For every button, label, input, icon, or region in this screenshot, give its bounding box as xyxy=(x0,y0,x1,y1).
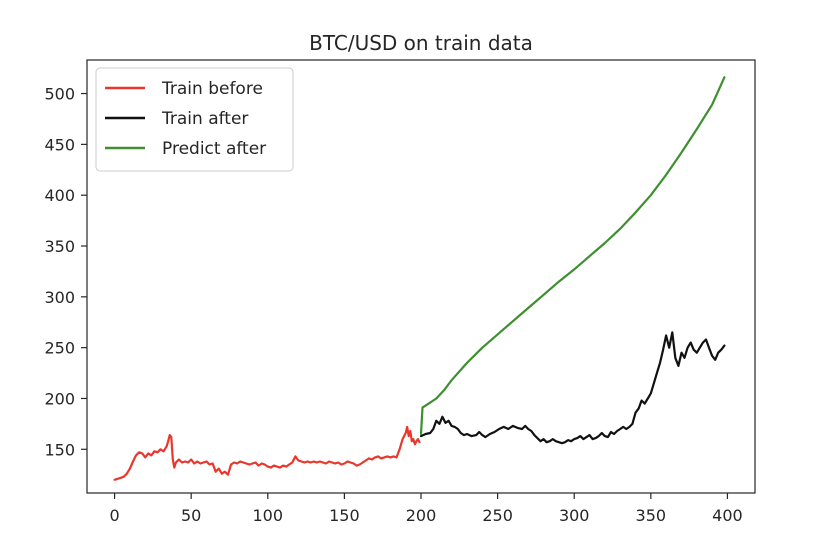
y-tick-label-7: 500 xyxy=(44,85,75,104)
x-tick-label-2: 100 xyxy=(253,506,284,525)
chart-title: BTC/USD on train data xyxy=(309,31,533,55)
x-tick-label-5: 250 xyxy=(482,506,513,525)
y-tick-label-2: 250 xyxy=(44,339,75,358)
x-tick-label-8: 400 xyxy=(712,506,743,525)
ticks-layer: 0 50 100 150 200 250 300 350 400 150 200 250 300 350 4… xyxy=(44,85,742,525)
x-tick-label-3: 150 xyxy=(329,506,360,525)
x-tick-label-0: 0 xyxy=(109,506,119,525)
legend-label-0: Train before xyxy=(161,79,263,99)
x-tick-label-1: 50 xyxy=(181,506,201,525)
y-tick-label-4: 350 xyxy=(44,237,75,256)
y-tick-label-1: 200 xyxy=(44,389,75,408)
series-line-2 xyxy=(419,76,726,436)
x-tick-label-7: 350 xyxy=(636,506,667,525)
legend: Train before Train after Predict after xyxy=(95,67,294,172)
y-tick-label-3: 300 xyxy=(44,288,75,307)
y-tick-label-0: 150 xyxy=(44,440,75,459)
series-line-1 xyxy=(419,331,726,445)
series-layer xyxy=(113,76,726,481)
legend-label-1: Train after xyxy=(161,109,248,129)
x-tick-label-4: 200 xyxy=(406,506,437,525)
y-tick-label-6: 450 xyxy=(44,135,75,154)
legend-label-2: Predict after xyxy=(162,139,266,159)
series-line-0 xyxy=(113,425,421,481)
legend-box xyxy=(95,67,294,172)
y-tick-label-5: 400 xyxy=(44,186,75,205)
x-tick-label-6: 300 xyxy=(559,506,590,525)
